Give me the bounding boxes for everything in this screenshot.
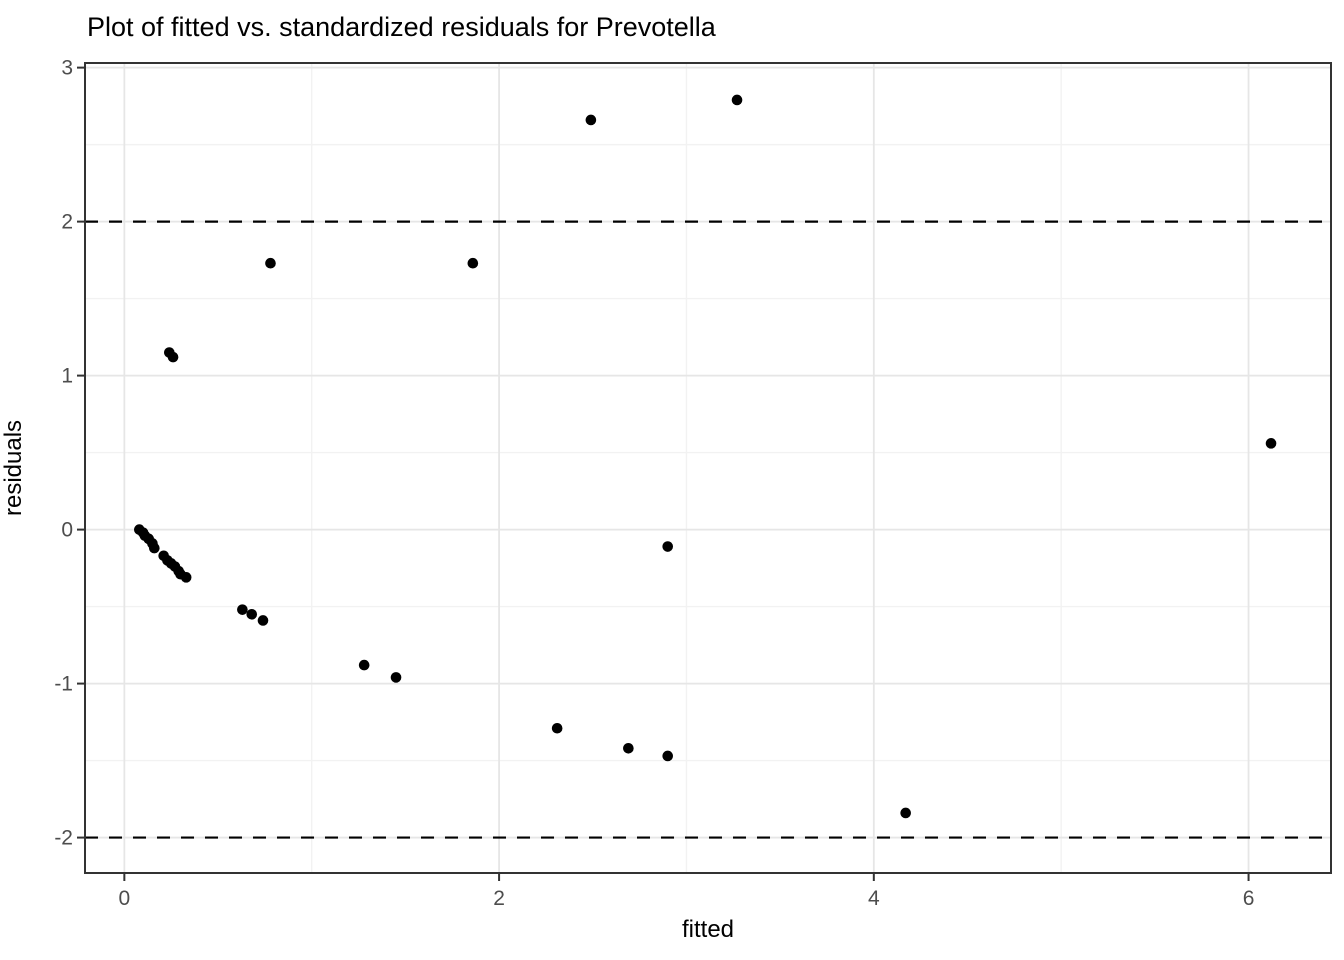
data-point	[246, 608, 258, 620]
data-point	[662, 750, 674, 762]
x-tick-label: 0	[119, 887, 131, 910]
data-point	[390, 672, 402, 683]
data-point	[265, 257, 276, 269]
y-tick-label: 1	[61, 365, 73, 388]
y-tick-label: -1	[54, 673, 73, 696]
data-point	[180, 572, 192, 583]
data-point	[467, 257, 479, 269]
data-point	[237, 604, 248, 615]
data-point	[551, 722, 563, 734]
data-point	[358, 659, 370, 671]
x-tick-label: 2	[493, 887, 505, 910]
data-point	[1265, 438, 1277, 449]
panel-background	[85, 63, 1331, 873]
data-point	[585, 114, 597, 126]
y-tick-label: 0	[61, 519, 73, 542]
data-point	[167, 351, 179, 363]
x-tick-label: 6	[1243, 887, 1255, 910]
data-point	[662, 541, 674, 552]
chart-title: Plot of fitted vs. standardized residual…	[87, 12, 716, 42]
y-tick-label: 3	[61, 57, 73, 80]
data-point	[257, 615, 269, 626]
x-axis-title: fitted	[681, 916, 735, 943]
y-tick-label: 2	[61, 211, 73, 234]
data-point	[623, 742, 634, 754]
data-point	[149, 542, 160, 554]
panel-border	[84, 62, 1332, 874]
data-point	[900, 807, 911, 819]
y-tick-label: -2	[54, 827, 73, 850]
data-point	[731, 94, 743, 106]
x-tick-label: 4	[868, 887, 880, 910]
